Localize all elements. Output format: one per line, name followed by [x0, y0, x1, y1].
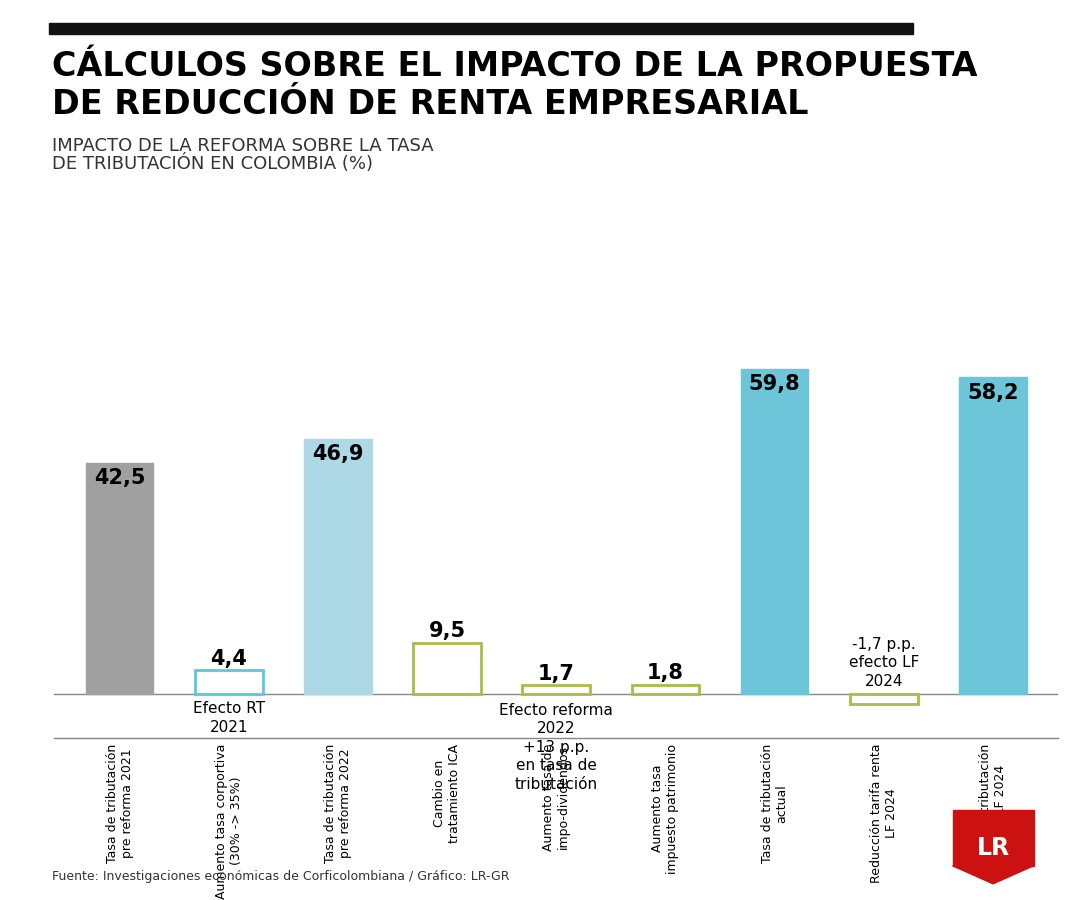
- Text: IMPACTO DE LA REFORMA SOBRE LA TASA: IMPACTO DE LA REFORMA SOBRE LA TASA: [52, 137, 433, 155]
- Text: 1,8: 1,8: [647, 663, 684, 683]
- Text: DE REDUCCIÓN DE RENTA EMPRESARIAL: DE REDUCCIÓN DE RENTA EMPRESARIAL: [52, 88, 808, 122]
- Bar: [850, 695, 918, 704]
- Bar: [632, 685, 699, 695]
- Bar: [85, 463, 153, 695]
- Text: CÁLCULOS SOBRE EL IMPACTO DE LA PROPUESTA: CÁLCULOS SOBRE EL IMPACTO DE LA PROPUEST…: [52, 50, 977, 84]
- Bar: [303, 439, 372, 695]
- Text: -1,7 p.p.
efecto LF
2024: -1,7 p.p. efecto LF 2024: [849, 637, 919, 689]
- Text: DE TRIBUTACIÓN EN COLOMBIA (%): DE TRIBUTACIÓN EN COLOMBIA (%): [52, 154, 373, 173]
- Bar: [414, 643, 481, 695]
- Text: 1,7: 1,7: [538, 663, 575, 683]
- Bar: [959, 377, 1027, 695]
- Text: 4,4: 4,4: [211, 649, 247, 669]
- Text: 59,8: 59,8: [748, 374, 800, 394]
- Text: 58,2: 58,2: [968, 382, 1018, 403]
- Bar: [523, 685, 590, 695]
- Text: Fuente: Investigaciones económicas de Corficolombiana / Gráfico: LR-GR: Fuente: Investigaciones económicas de Co…: [52, 870, 510, 883]
- Text: LR: LR: [976, 836, 1010, 860]
- Text: 9,5: 9,5: [429, 621, 465, 641]
- Text: 42,5: 42,5: [94, 468, 145, 489]
- Text: Efecto RT
2021: Efecto RT 2021: [192, 701, 265, 734]
- Text: Efecto reforma
2022
+13 p.p.
en tasa de
tributación: Efecto reforma 2022 +13 p.p. en tasa de …: [499, 703, 613, 792]
- Bar: [194, 670, 262, 695]
- Bar: [741, 369, 809, 695]
- Text: 46,9: 46,9: [312, 445, 364, 464]
